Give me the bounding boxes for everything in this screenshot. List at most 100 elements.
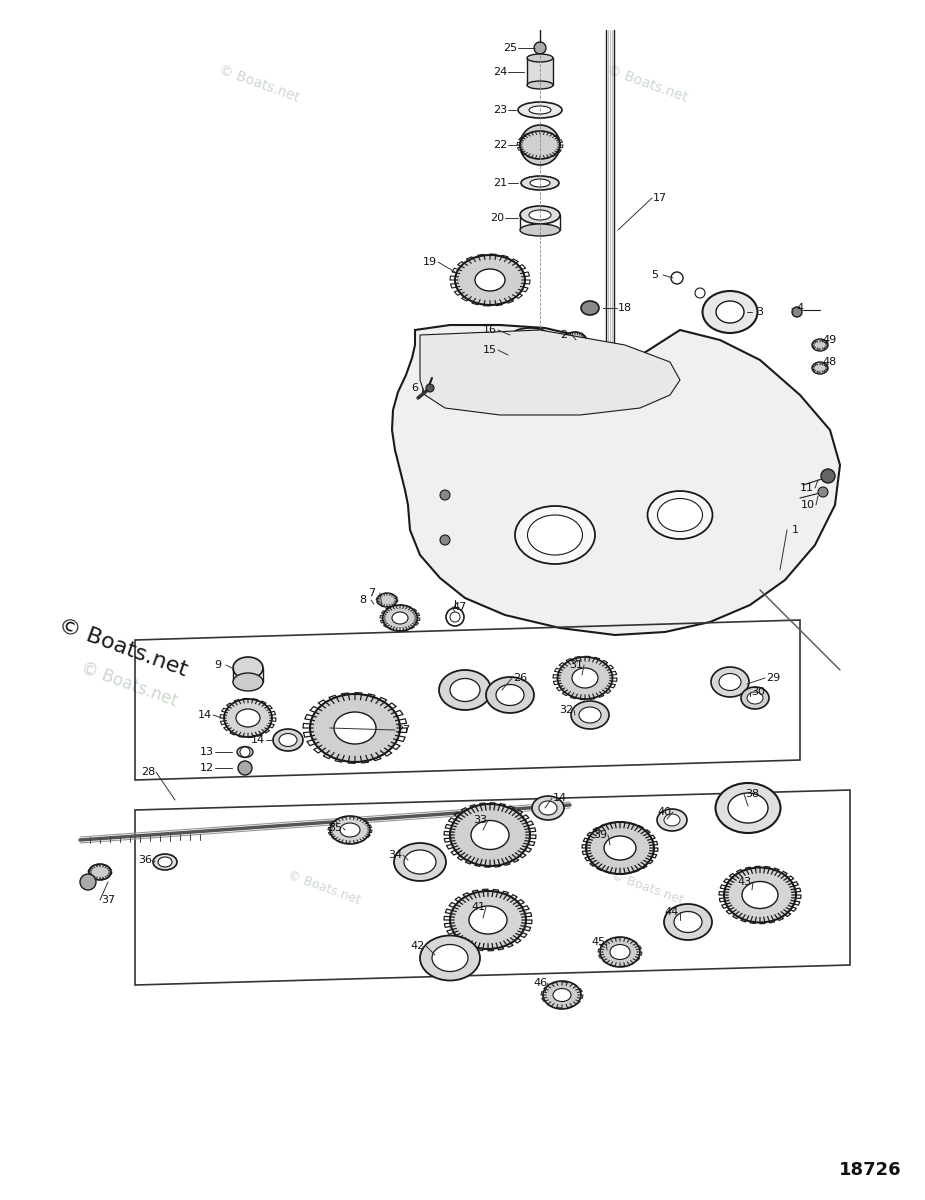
Ellipse shape: [664, 904, 712, 940]
Ellipse shape: [340, 823, 360, 838]
Circle shape: [426, 384, 434, 392]
Text: 38: 38: [745, 790, 759, 799]
Ellipse shape: [702, 290, 758, 332]
Ellipse shape: [330, 816, 370, 844]
Ellipse shape: [648, 491, 712, 539]
Ellipse shape: [471, 821, 509, 850]
Ellipse shape: [469, 906, 507, 934]
Text: © Boats.net: © Boats.net: [605, 62, 690, 106]
Text: 18726: 18726: [839, 1162, 901, 1178]
Text: 28: 28: [141, 767, 155, 778]
Circle shape: [520, 125, 560, 164]
Text: 31: 31: [569, 660, 583, 670]
Ellipse shape: [539, 802, 557, 815]
Text: 14: 14: [553, 793, 567, 803]
Ellipse shape: [527, 54, 553, 62]
Ellipse shape: [572, 668, 598, 688]
Text: 1: 1: [792, 526, 798, 535]
Text: 13: 13: [200, 746, 214, 757]
Text: 26: 26: [513, 673, 527, 683]
Ellipse shape: [520, 206, 560, 224]
Ellipse shape: [153, 854, 177, 870]
Ellipse shape: [496, 684, 524, 706]
Circle shape: [80, 874, 96, 890]
Text: 4: 4: [796, 302, 804, 313]
Polygon shape: [420, 330, 680, 415]
Text: 16: 16: [483, 325, 497, 335]
Circle shape: [440, 535, 450, 545]
Text: 5: 5: [651, 270, 659, 280]
Ellipse shape: [310, 694, 400, 762]
Text: 23: 23: [493, 104, 507, 115]
Text: 9: 9: [215, 660, 222, 670]
Text: 27: 27: [396, 725, 410, 734]
Ellipse shape: [233, 658, 263, 679]
Ellipse shape: [439, 670, 491, 710]
Text: 12: 12: [200, 763, 214, 773]
Text: 40: 40: [658, 806, 672, 817]
Text: 34: 34: [388, 850, 402, 860]
Circle shape: [534, 42, 546, 54]
Text: © Boats.net: © Boats.net: [216, 62, 302, 106]
Ellipse shape: [520, 331, 540, 338]
Ellipse shape: [224, 698, 272, 737]
Ellipse shape: [527, 80, 553, 89]
Text: 44: 44: [665, 907, 679, 917]
Ellipse shape: [532, 796, 564, 820]
Ellipse shape: [450, 890, 526, 949]
Ellipse shape: [747, 692, 763, 704]
Ellipse shape: [512, 328, 548, 342]
Text: 37: 37: [101, 895, 115, 905]
Ellipse shape: [455, 254, 525, 305]
Ellipse shape: [553, 989, 571, 1002]
Text: 45: 45: [591, 937, 605, 947]
Ellipse shape: [236, 709, 260, 727]
Circle shape: [238, 761, 252, 775]
Ellipse shape: [394, 842, 446, 881]
Ellipse shape: [610, 944, 630, 960]
Ellipse shape: [657, 809, 687, 830]
Text: 6: 6: [412, 383, 418, 392]
Ellipse shape: [543, 982, 581, 1009]
Text: © Boats.net: © Boats.net: [56, 616, 190, 680]
Text: 42: 42: [411, 941, 426, 950]
Text: 43: 43: [738, 877, 752, 887]
Ellipse shape: [658, 498, 702, 532]
Ellipse shape: [728, 793, 768, 823]
Ellipse shape: [716, 301, 744, 323]
Ellipse shape: [664, 814, 680, 826]
Text: 3: 3: [757, 307, 763, 317]
Text: 32: 32: [559, 704, 574, 715]
Text: 35: 35: [328, 823, 342, 833]
Ellipse shape: [812, 338, 828, 350]
Text: 14: 14: [198, 710, 212, 720]
Text: 7: 7: [368, 588, 376, 598]
Polygon shape: [392, 325, 840, 635]
Ellipse shape: [741, 686, 769, 709]
Ellipse shape: [571, 701, 609, 728]
Text: 17: 17: [653, 193, 667, 203]
Ellipse shape: [404, 850, 436, 874]
Ellipse shape: [377, 593, 397, 607]
Ellipse shape: [518, 350, 542, 360]
Text: 46: 46: [533, 978, 547, 988]
Ellipse shape: [334, 712, 376, 744]
Text: 19: 19: [423, 257, 438, 266]
Text: © Boats.net: © Boats.net: [610, 869, 685, 907]
Ellipse shape: [392, 612, 408, 624]
Ellipse shape: [604, 836, 636, 860]
Text: 30: 30: [751, 686, 765, 697]
Ellipse shape: [521, 176, 559, 190]
Text: 33: 33: [473, 815, 487, 826]
Polygon shape: [527, 58, 553, 85]
Ellipse shape: [279, 733, 297, 746]
Text: © Boats.net: © Boats.net: [679, 458, 764, 502]
Ellipse shape: [716, 782, 781, 833]
Text: 18: 18: [618, 302, 632, 313]
Circle shape: [695, 288, 705, 298]
Ellipse shape: [432, 944, 468, 972]
Text: © Boats.net: © Boats.net: [79, 659, 180, 709]
Ellipse shape: [520, 224, 560, 236]
Ellipse shape: [530, 179, 550, 187]
Ellipse shape: [812, 362, 828, 374]
